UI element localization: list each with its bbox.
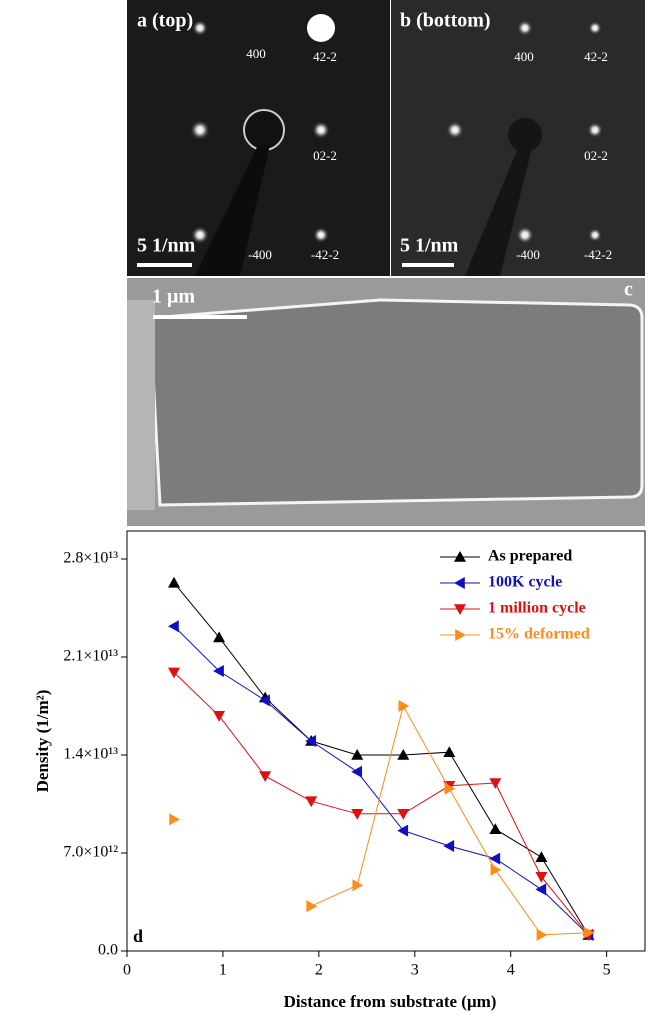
- spot: [587, 122, 603, 138]
- x-axis-label: Distance from substrate (μm): [284, 992, 497, 1011]
- spot: [588, 21, 602, 35]
- spot-label: 02-2: [584, 148, 608, 163]
- beam-stop: [244, 110, 284, 150]
- spot-label: 42-2: [584, 49, 608, 64]
- y-tick-label: 2.1×10¹³: [63, 648, 118, 665]
- plot-frame: [127, 531, 645, 951]
- x-tick-label: 1: [219, 962, 227, 979]
- scale-bar: [153, 315, 247, 319]
- y-axis-label: Density (1/m²): [33, 690, 52, 793]
- x-tick-label: 5: [603, 962, 611, 979]
- spot: [588, 228, 602, 242]
- legend-label: 100K cycle: [488, 574, 562, 591]
- substrate: [127, 300, 155, 510]
- spot: [446, 121, 464, 139]
- spot-label: 02-2: [313, 148, 337, 163]
- pillar: [150, 300, 642, 505]
- spot-label: -42-2: [311, 247, 339, 262]
- y-tick-label: 0.0: [98, 942, 118, 959]
- spot-label: -400: [516, 247, 540, 262]
- figure: a (top) 400 42-2 02-2 -400 -42-2 5 1/nm …: [0, 0, 649, 1021]
- spot: [192, 20, 208, 36]
- panel-label: d: [133, 926, 143, 946]
- scale-bar: [137, 263, 192, 267]
- scale-bar: [402, 263, 454, 267]
- spot-label: 42-2: [313, 49, 337, 64]
- spot: [190, 120, 210, 140]
- panel-label: b (bottom): [400, 10, 491, 32]
- spot: [517, 20, 533, 36]
- spot: [313, 227, 329, 243]
- x-tick-label: 0: [123, 962, 131, 979]
- spot: [516, 226, 534, 244]
- panel-c: 1 μm c: [127, 278, 645, 526]
- spot: [312, 121, 330, 139]
- y-tick-label: 7.0×10¹²: [63, 844, 118, 861]
- panel-label: a (top): [137, 10, 193, 32]
- spot: [307, 14, 335, 42]
- scale-label: 5 1/nm: [137, 235, 196, 257]
- x-tick-label: 3: [411, 962, 419, 979]
- spot-label: -42-2: [584, 247, 612, 262]
- panel-b: b (bottom) 400 42-2 02-2 -400 -42-2 5 1/…: [391, 0, 645, 276]
- x-tick-label: 4: [507, 962, 515, 979]
- scale-label: 5 1/nm: [400, 235, 459, 257]
- panel-a: a (top) 400 42-2 02-2 -400 -42-2 5 1/nm: [127, 0, 390, 276]
- spot-label: 400: [246, 46, 266, 61]
- y-tick-label: 1.4×10¹³: [63, 746, 118, 763]
- spot-label: 400: [514, 49, 534, 64]
- scale-label: 1 μm: [152, 286, 195, 308]
- y-tick-label: 2.8×10¹³: [63, 550, 118, 567]
- legend-label: As prepared: [488, 548, 572, 565]
- x-tick-label: 2: [315, 962, 323, 979]
- spot-label: -400: [248, 247, 272, 262]
- panel-label: c: [624, 279, 633, 301]
- legend-label: 1 million cycle: [488, 600, 586, 617]
- legend-label: 15% deformed: [488, 626, 590, 643]
- beam-stop: [508, 118, 542, 152]
